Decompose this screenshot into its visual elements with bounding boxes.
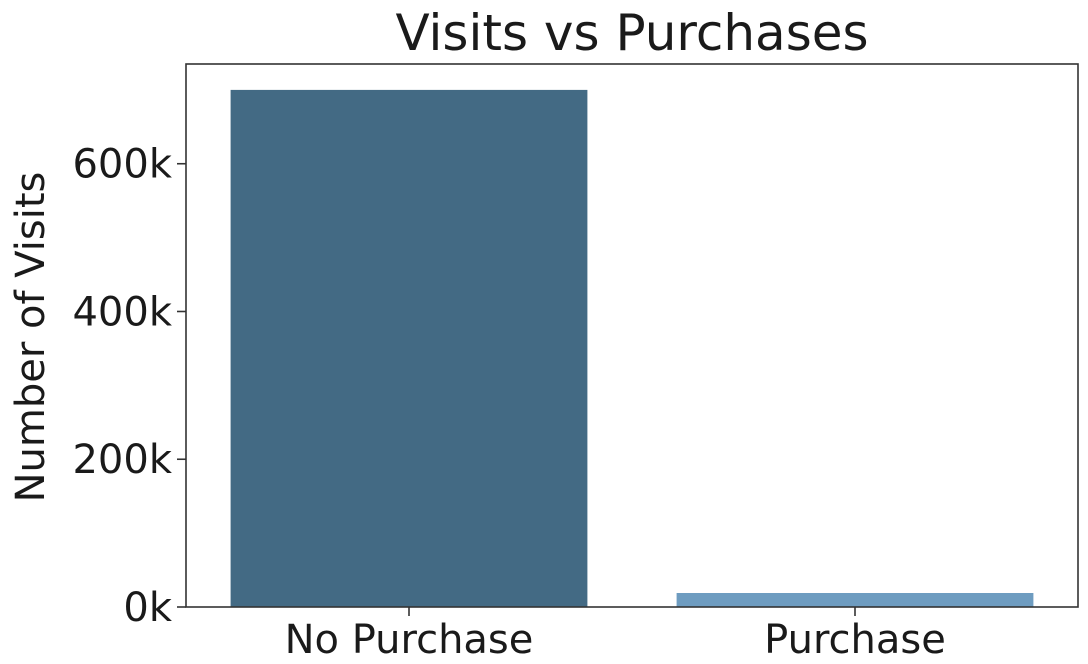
x-tick-label: No Purchase [285,617,534,663]
bars-group [230,89,1034,607]
bar-purchase [676,593,1034,607]
bar-no-purchase [230,89,588,607]
y-axis-label: Number of Visits [8,172,54,503]
y-tick-label: 600k [72,142,172,188]
plot-frame [185,63,1079,608]
y-tick-label: 0k [123,585,172,631]
y-tick-label: 400k [72,289,172,335]
x-tick-label: Purchase [764,617,946,663]
x-axis: No Purchase Purchase [285,607,946,663]
y-axis: 0k 200k 400k 600k [72,142,186,631]
chart-title: Visits vs Purchases [395,4,868,62]
y-tick-label: 200k [72,437,172,483]
